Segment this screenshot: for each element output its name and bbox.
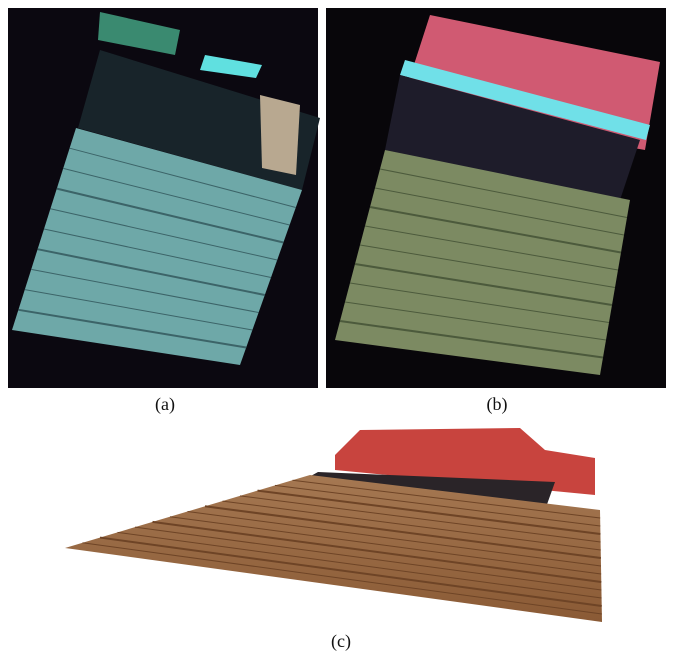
road [260, 95, 300, 175]
figure: (a) (b) (c) [0, 0, 675, 657]
caption: (c) [331, 631, 351, 652]
caption: (b) [487, 394, 508, 415]
page: (a) (b) (c) (() => { const data = JSON.p… [0, 0, 675, 657]
caption: (a) [155, 394, 175, 415]
